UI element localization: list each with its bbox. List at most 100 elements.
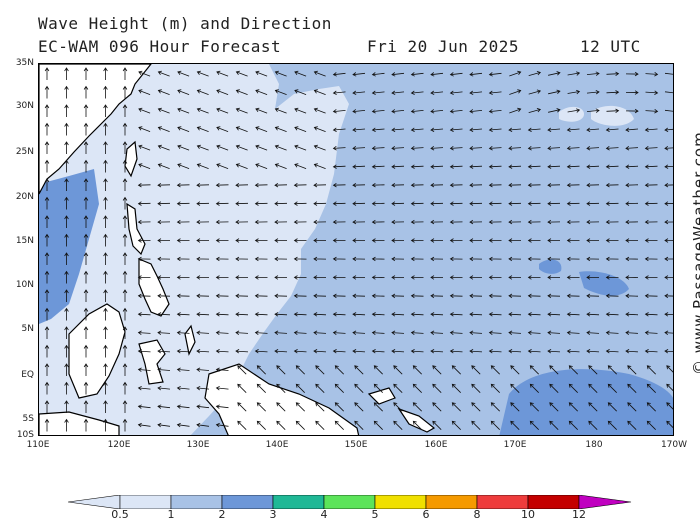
direction-arrow (432, 383, 442, 393)
direction-arrow (527, 127, 541, 132)
direction-arrow (332, 238, 346, 243)
direction-arrow (625, 145, 639, 151)
direction-arrow (137, 219, 151, 225)
direction-arrow (586, 164, 600, 169)
direction-arrow (352, 127, 366, 132)
direction-arrow (371, 293, 385, 299)
direction-arrow (352, 72, 366, 77)
direction-arrow (137, 238, 151, 243)
direction-arrow (176, 349, 190, 354)
direction-arrow (371, 219, 385, 225)
direction-arrow (254, 182, 268, 188)
direction-arrow (44, 307, 50, 321)
direction-arrow (566, 145, 580, 151)
direction-arrow (508, 256, 522, 262)
direction-arrow (83, 270, 89, 284)
direction-arrow (352, 201, 366, 206)
lon-label-170w: 170W (660, 440, 688, 450)
direction-arrow (449, 238, 463, 243)
direction-arrow (157, 219, 171, 225)
direction-arrow (469, 238, 482, 243)
direction-arrow (606, 90, 620, 95)
direction-arrow (664, 164, 673, 169)
direction-arrow (566, 330, 580, 336)
direction-arrow (176, 182, 190, 188)
direction-arrow (393, 402, 403, 412)
direction-arrow (664, 109, 673, 112)
direction-arrow (44, 178, 50, 191)
direction-arrow (83, 400, 89, 413)
direction-arrow (528, 108, 542, 113)
direction-arrow (64, 270, 69, 284)
direction-arrow (410, 182, 424, 188)
lat-label-30n: 30N (15, 101, 34, 111)
direction-arrow (64, 159, 69, 173)
direction-arrow (586, 127, 600, 132)
direction-arrow (469, 330, 483, 336)
direction-arrow (607, 383, 617, 393)
direction-arrow (646, 365, 656, 375)
direction-arrow (176, 256, 190, 262)
direction-arrow (235, 219, 249, 225)
direction-arrow (549, 402, 559, 412)
direction-arrow (586, 293, 600, 299)
direction-arrow (235, 312, 249, 317)
direction-arrow (196, 163, 209, 169)
direction-arrow (196, 219, 210, 225)
direction-arrow (605, 349, 619, 354)
direction-arrow (547, 182, 561, 188)
direction-arrow (547, 164, 561, 169)
direction-arrow (196, 293, 210, 299)
direction-arrow (122, 215, 128, 228)
direction-arrow (313, 182, 327, 188)
direction-arrow (196, 238, 209, 243)
forecast-date: Fri 20 Jun 2025 (367, 37, 519, 56)
direction-arrow (410, 275, 424, 280)
direction-arrow (430, 182, 444, 188)
direction-arrow (605, 330, 619, 336)
direction-arrow (157, 404, 171, 409)
direction-arrow (586, 108, 600, 113)
direction-arrow (432, 365, 442, 375)
direction-arrow (83, 159, 89, 173)
direction-arrow (410, 201, 424, 206)
direction-arrow (605, 293, 619, 299)
zone-0.5-1m-northeast-2 (591, 105, 634, 126)
direction-arrow (235, 163, 248, 169)
direction-arrow (586, 238, 599, 243)
direction-arrow (391, 238, 404, 243)
direction-arrow (469, 201, 483, 206)
direction-arrow (157, 312, 171, 317)
direction-arrow (83, 215, 89, 228)
direction-arrow (527, 182, 541, 188)
direction-arrow (412, 383, 422, 393)
direction-arrow (586, 219, 600, 225)
direction-arrow (64, 67, 69, 80)
direction-arrow (157, 330, 171, 336)
direction-arrow (122, 381, 128, 395)
direction-arrow (488, 312, 502, 317)
direction-arrow (625, 238, 638, 243)
direction-arrow (122, 159, 128, 173)
lat-label-5n: 5N (21, 324, 34, 334)
lat-label-20n: 20N (15, 192, 34, 202)
direction-arrow (235, 330, 249, 336)
direction-arrow (332, 201, 346, 206)
forecast-time: 12 UTC (580, 37, 641, 56)
direction-arrow (529, 420, 539, 430)
direction-arrow (391, 72, 405, 77)
direction-arrow (391, 164, 405, 169)
direction-arrow (83, 289, 89, 302)
direction-arrow (196, 367, 210, 372)
direction-arrow (605, 145, 619, 151)
direction-arrow (256, 365, 266, 375)
direction-arrow (547, 256, 561, 262)
direction-arrow (547, 312, 561, 317)
direction-arrow (293, 275, 307, 280)
direction-arrow (254, 275, 268, 280)
lat-label-15n: 15N (15, 236, 34, 246)
direction-arrow (157, 238, 170, 243)
direction-arrow (449, 72, 463, 77)
direction-arrow (313, 312, 327, 317)
direction-arrow (294, 126, 307, 132)
